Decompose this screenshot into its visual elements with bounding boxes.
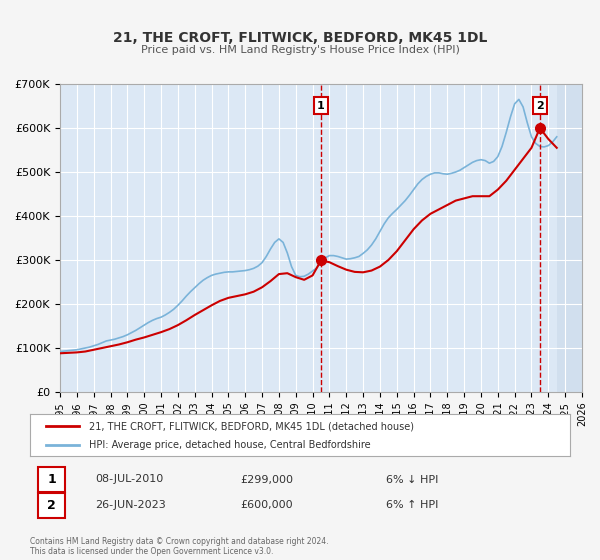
Text: This data is licensed under the Open Government Licence v3.0.: This data is licensed under the Open Gov…: [30, 547, 274, 556]
Text: 1: 1: [47, 473, 56, 486]
Text: £299,000: £299,000: [241, 474, 293, 484]
Text: 2: 2: [47, 499, 56, 512]
Text: 08-JUL-2010: 08-JUL-2010: [95, 474, 163, 484]
Text: 1: 1: [317, 101, 325, 111]
Text: 2: 2: [536, 101, 544, 111]
Text: 21, THE CROFT, FLITWICK, BEDFORD, MK45 1DL (detached house): 21, THE CROFT, FLITWICK, BEDFORD, MK45 1…: [89, 421, 415, 431]
Text: 26-JUN-2023: 26-JUN-2023: [95, 501, 166, 510]
Text: 6% ↑ HPI: 6% ↑ HPI: [386, 501, 439, 510]
Text: Contains HM Land Registry data © Crown copyright and database right 2024.: Contains HM Land Registry data © Crown c…: [30, 537, 329, 546]
Text: 21, THE CROFT, FLITWICK, BEDFORD, MK45 1DL: 21, THE CROFT, FLITWICK, BEDFORD, MK45 1…: [113, 31, 487, 45]
Text: £600,000: £600,000: [241, 501, 293, 510]
FancyBboxPatch shape: [38, 467, 65, 492]
Text: 6% ↓ HPI: 6% ↓ HPI: [386, 474, 439, 484]
Text: HPI: Average price, detached house, Central Bedfordshire: HPI: Average price, detached house, Cent…: [89, 440, 371, 450]
Bar: [557, 84, 582, 392]
FancyBboxPatch shape: [38, 493, 65, 518]
Text: Price paid vs. HM Land Registry's House Price Index (HPI): Price paid vs. HM Land Registry's House …: [140, 45, 460, 55]
